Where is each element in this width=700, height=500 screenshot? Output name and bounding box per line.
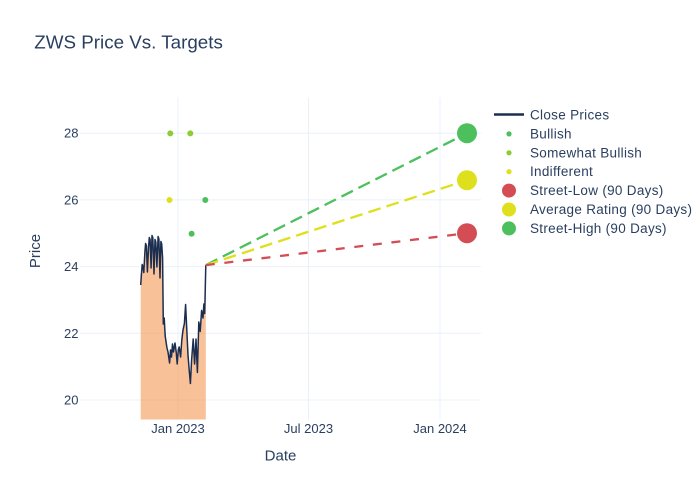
svg-text:26: 26 — [64, 192, 78, 207]
svg-text:Jan 2024: Jan 2024 — [413, 421, 467, 436]
svg-text:Jan 2023: Jan 2023 — [151, 421, 205, 436]
svg-text:Somewhat Bullish: Somewhat Bullish — [530, 145, 642, 160]
svg-text:Average Rating (90 Days): Average Rating (90 Days) — [530, 202, 692, 217]
svg-text:ZWS Price Vs. Targets: ZWS Price Vs. Targets — [34, 31, 223, 52]
svg-text:Street-Low (90 Days): Street-Low (90 Days) — [530, 183, 664, 198]
svg-text:Price: Price — [27, 234, 44, 268]
svg-text:Indifferent: Indifferent — [530, 164, 593, 179]
svg-text:24: 24 — [64, 259, 78, 274]
svg-text:22: 22 — [64, 326, 78, 341]
svg-text:Street-High (90 Days): Street-High (90 Days) — [530, 221, 667, 236]
svg-text:Close Prices: Close Prices — [530, 108, 609, 123]
svg-text:Bullish: Bullish — [530, 126, 572, 141]
svg-text:Jul 2023: Jul 2023 — [284, 421, 333, 436]
svg-text:28: 28 — [64, 126, 78, 141]
svg-text:20: 20 — [64, 393, 78, 408]
svg-text:Date: Date — [265, 448, 297, 465]
